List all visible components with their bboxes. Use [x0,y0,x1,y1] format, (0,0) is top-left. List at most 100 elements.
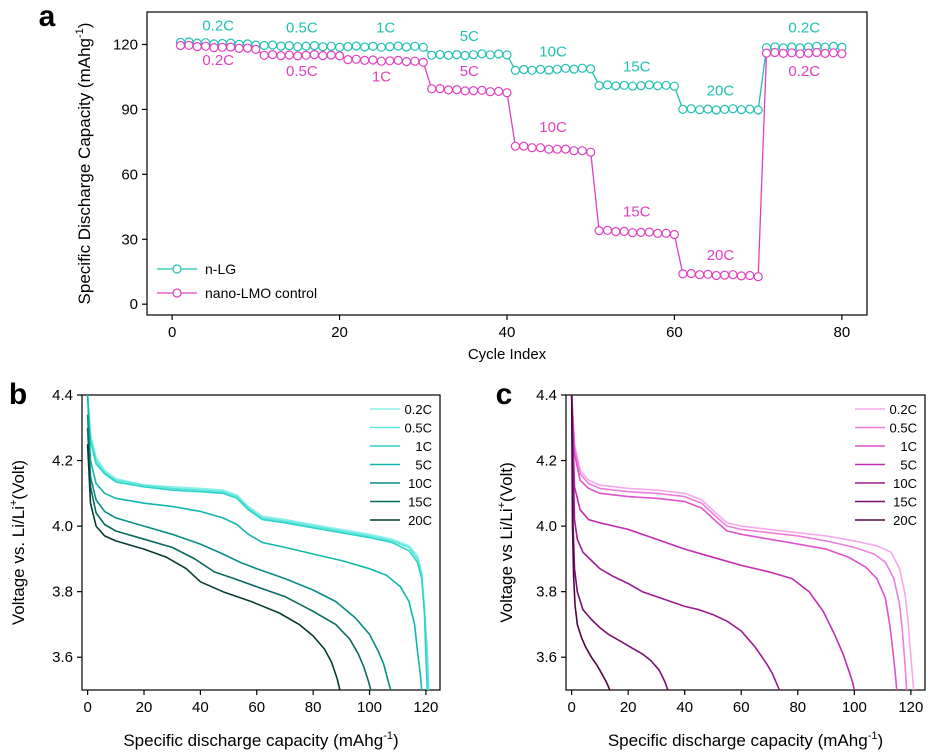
data-point [510,141,521,151]
data-point [560,63,571,73]
series-line-5C [86,395,423,690]
data-point [259,40,269,51]
legend-label: 5C [415,458,432,473]
data-point [401,56,412,67]
data-point [535,143,546,153]
data-point [736,271,747,281]
data-point [184,40,194,50]
data-point [201,41,211,51]
series-line-15C [86,427,372,690]
rate-label-nano-lmo: 20C [707,247,735,264]
data-point [502,88,512,98]
data-point [602,225,613,235]
legend-label: nano-LMO control [205,285,317,301]
data-point [711,105,721,115]
y-tick-label: 120 [113,36,138,53]
data-point [268,49,278,60]
rate-label-n-lg: 0.2C [202,17,234,34]
data-point [711,270,721,281]
data-point [560,144,571,154]
data-point [703,269,713,279]
data-point [234,43,244,54]
data-point [661,80,671,90]
y-tick-label: 3.8 [536,584,557,601]
data-point [368,55,378,65]
x-tick-label: 120 [413,699,438,716]
x-tick-label: 40 [676,699,693,716]
x-tick-label: 20 [136,699,153,716]
data-point [460,86,470,96]
data-point [552,64,562,74]
y-tick-label: 4.4 [536,387,557,404]
series-line-0.5C [86,395,430,690]
data-point [301,41,311,51]
y-axis-label: Voltage vs Li/Li+(Volt) [496,462,516,622]
data-point [720,104,730,115]
curves [570,395,915,690]
data-point [343,41,353,52]
data-point [494,49,504,59]
data-point [468,50,479,60]
y-tick-label: 4.2 [52,453,73,470]
legend-label: 20C [408,513,432,528]
series-line-0.2C [570,395,915,690]
data-point [284,50,294,60]
series-line-20C [570,395,611,690]
data-point [694,105,705,115]
rate-label-n-lg: 1C [376,20,395,37]
data-point [460,50,470,61]
data-point [669,229,680,240]
data-point [427,50,437,60]
data-point [376,56,386,66]
x-tick-label: 80 [305,699,322,716]
data-point [410,41,420,51]
rate-label-n-lg: 15C [623,59,651,76]
legend-label: n-LG [205,261,236,277]
data-point [360,42,370,52]
data-point [502,50,512,60]
chart-a: a 0 20 40 60 80 0 30 60 90 120 Cycle Index Specific … [39,0,868,363]
series-line-15C [570,395,669,690]
data-point [611,227,621,237]
data-point [427,84,437,94]
y-tick-label: 60 [121,166,138,183]
data-point [410,56,420,66]
rate-label-nano-lmo: 10C [539,119,567,136]
data-point [477,49,487,59]
data-point [293,51,303,61]
series-line-5C [570,395,856,690]
data-point [535,64,546,75]
data-point [694,270,705,280]
panel-label: c [496,378,513,411]
data-point [661,228,671,238]
data-point [209,42,219,53]
y-axis-label: Voltage vs. Li/Li+(Volt) [8,460,28,625]
legend-label: 10C [408,476,432,491]
data-point [376,42,386,52]
data-point [226,42,236,52]
y-tick-label: 4.2 [536,453,557,470]
data-point [527,65,537,75]
x-tick-label: 0 [168,324,176,341]
legend: 0.2C 0.5C 1C 5C 10C 15C 20C [370,402,432,528]
data-point [586,64,596,74]
series-line-1C [86,395,429,690]
data-point [644,80,654,90]
data-point [326,50,336,60]
data-point [686,268,696,279]
data-point [393,55,403,66]
data-point [485,50,495,60]
data-point [837,49,847,59]
data-point [343,54,353,65]
legend-label: 0.2C [890,402,917,417]
data-point [360,55,370,66]
data-point [627,81,638,91]
legend: n-LG nano-LMO control [157,261,317,301]
y-tick-label: 3.6 [536,649,557,666]
data-point [703,104,713,114]
data-point [401,42,412,52]
x-axis-label: Cycle Index [468,346,547,363]
data-point [761,48,772,58]
data-point [452,49,462,60]
legend-label: 0.5C [405,421,432,436]
